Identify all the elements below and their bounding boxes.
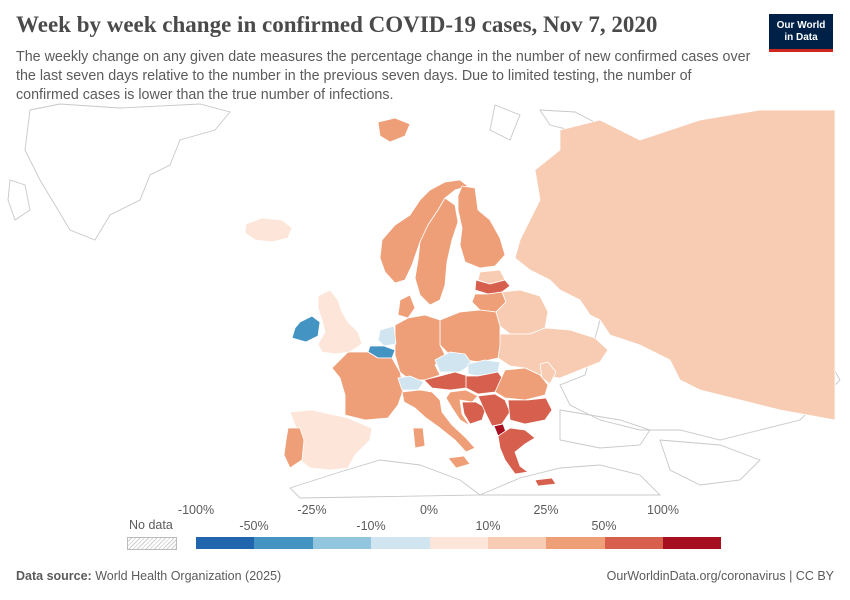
region-sweden[interactable] — [414, 197, 459, 306]
legend-tick-0: 0% — [419, 503, 439, 517]
region-serbia[interactable] — [477, 393, 511, 427]
legend-swatch-7[interactable] — [604, 537, 664, 549]
region-belarus[interactable] — [495, 289, 549, 335]
legend-no-data-swatch[interactable] — [127, 537, 177, 550]
legend-tick-neg50: -50% — [239, 519, 269, 533]
legend-swatch-3[interactable] — [371, 537, 430, 549]
region-svalbard[interactable] — [377, 117, 411, 143]
legend-swatch-4[interactable] — [429, 537, 488, 549]
color-legend: No data -100% -25% 0% 25% 100% -50% -10%… — [0, 500, 850, 560]
legend-tick-100: 100% — [647, 503, 679, 517]
region-romania[interactable] — [494, 367, 549, 401]
logo-line-1: Our World — [776, 20, 826, 31]
region-croatia[interactable] — [445, 389, 479, 427]
region-bulgaria[interactable] — [507, 397, 553, 425]
region-iceland[interactable] — [244, 217, 293, 243]
region-denmark[interactable] — [397, 294, 416, 319]
chart-title: Week by week change in confirmed COVID-1… — [16, 12, 658, 37]
legend-swatch-2[interactable] — [312, 537, 372, 549]
legend-swatch-1[interactable] — [254, 537, 313, 549]
chart-subtitle: The weekly change on any given date meas… — [16, 49, 751, 103]
source-text[interactable]: World Health Organization (2025) — [95, 569, 282, 583]
region-crete[interactable] — [534, 477, 557, 487]
region-moldova[interactable] — [539, 361, 557, 385]
region-netherlands[interactable] — [377, 325, 397, 347]
region-france[interactable] — [331, 351, 405, 421]
region-sicily[interactable] — [447, 455, 471, 469]
data-source: Data source: World Health Organization (… — [16, 569, 281, 583]
legend-swatch-0[interactable] — [196, 537, 255, 549]
region-russia[interactable] — [514, 109, 836, 421]
region-bosnia[interactable] — [461, 401, 487, 425]
legend-swatch-5[interactable] — [488, 537, 547, 549]
legend-tick-neg100: -100% — [177, 503, 215, 517]
region-switzerland[interactable] — [397, 375, 425, 391]
region-sardinia[interactable] — [412, 427, 426, 449]
region-united-kingdom[interactable] — [317, 289, 363, 355]
legend-tick-neg25: -25% — [297, 503, 327, 517]
legend-tick-50: 50% — [591, 519, 617, 533]
source-label: Data source: — [16, 569, 92, 583]
legend-swatch-6[interactable] — [546, 537, 605, 549]
region-finland[interactable] — [457, 185, 506, 269]
legend-tick-neg10: -10% — [356, 519, 386, 533]
europe-map[interactable] — [0, 100, 850, 500]
owid-logo[interactable]: Our World in Data — [769, 14, 833, 52]
region-ukraine[interactable] — [497, 327, 609, 379]
region-italy[interactable] — [401, 389, 476, 453]
region-ireland[interactable] — [291, 315, 321, 343]
country-regions[interactable] — [244, 109, 836, 487]
region-latvia[interactable] — [474, 279, 511, 295]
region-portugal[interactable] — [283, 427, 305, 469]
legend-arrow-end — [712, 537, 719, 549]
legend-tick-25: 25% — [533, 503, 559, 517]
region-germany[interactable] — [394, 314, 446, 381]
footer-link[interactable]: OurWorldinData.org/coronavirus | CC BY — [606, 569, 834, 583]
region-greece[interactable] — [497, 427, 536, 475]
logo-line-2: in Data — [784, 32, 818, 43]
legend-swatch-8[interactable] — [663, 537, 722, 549]
legend-no-data-label: No data — [129, 518, 173, 532]
legend-tick-10: 10% — [475, 519, 501, 533]
